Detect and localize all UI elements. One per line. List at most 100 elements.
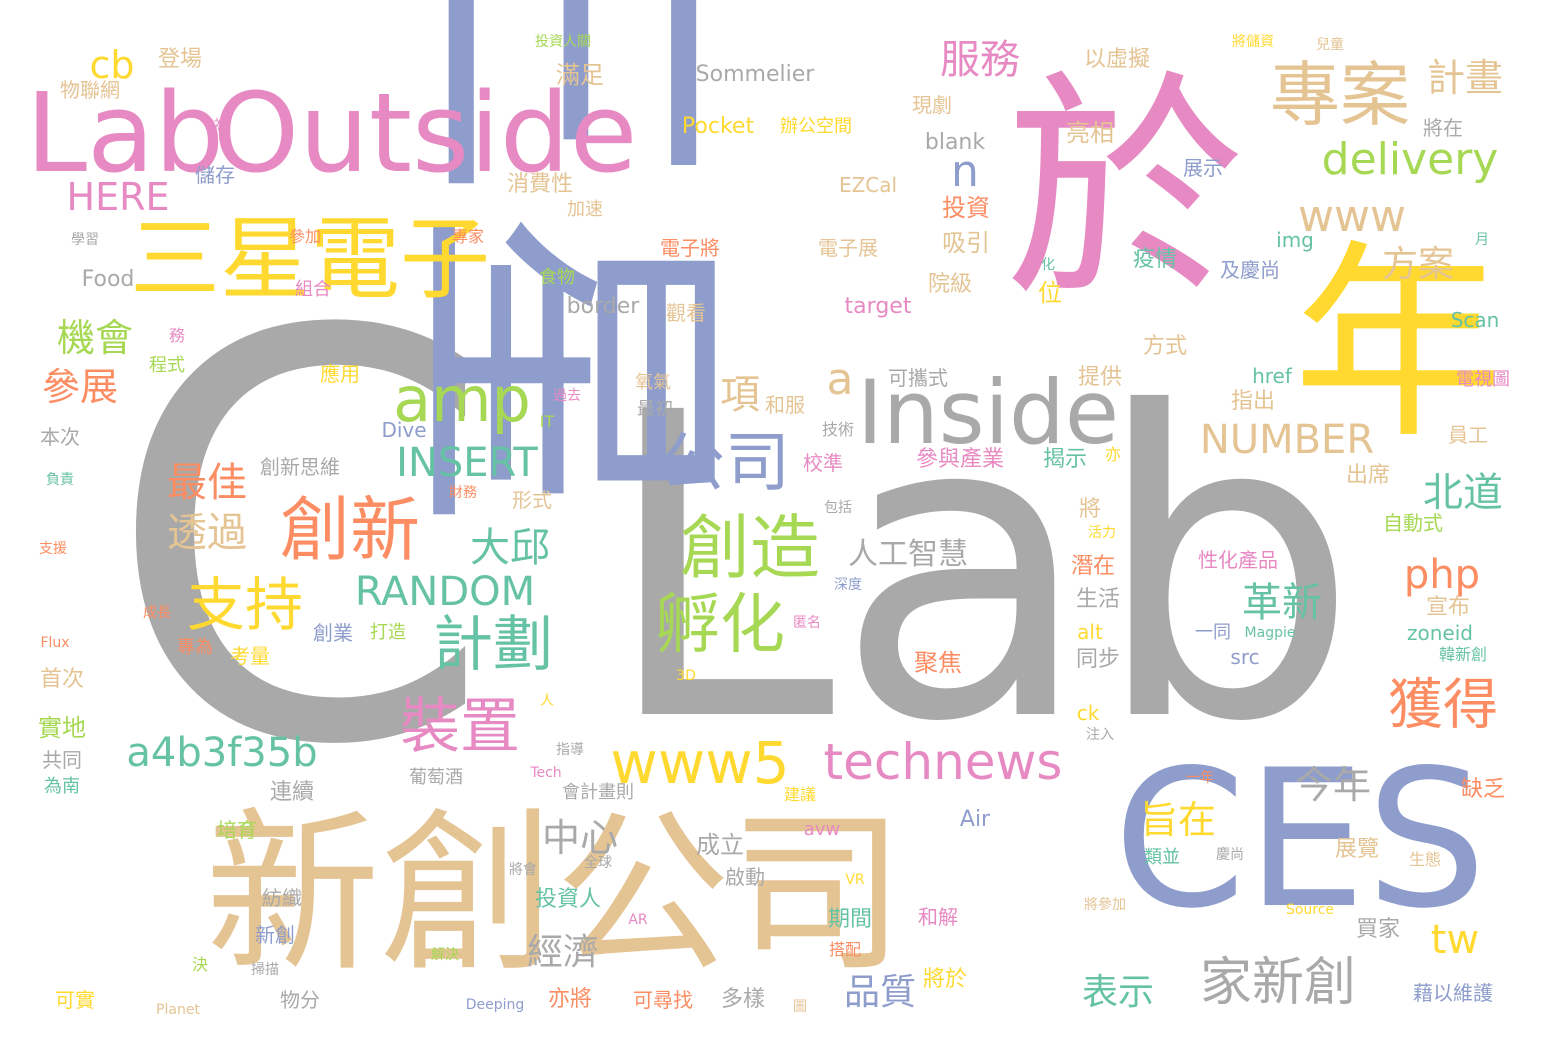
cloud-word: 形式 (512, 488, 552, 512)
cloud-word: 電子展 (818, 236, 878, 260)
cloud-word: Source (1285, 902, 1335, 918)
cloud-word: 自動式 (1383, 511, 1443, 535)
cloud-word: 將會 (509, 862, 537, 878)
cloud-word: 宣布 (1425, 595, 1471, 620)
cloud-word: tw (1430, 917, 1480, 963)
cloud-word: Lab (25, 69, 225, 197)
cloud-word: 北道 (1423, 470, 1503, 516)
cloud-word: NUMBER (1199, 417, 1375, 463)
cloud-word: 一年 (1186, 770, 1214, 786)
cloud-word: ck (1076, 701, 1100, 725)
cloud-word: 成立 (696, 831, 744, 859)
cloud-word: 期間 (827, 907, 873, 932)
cloud-word: 公司 (659, 425, 791, 501)
cloud-word: 家新創 (1199, 953, 1357, 1013)
cloud-word: Food (81, 267, 135, 292)
cloud-word: alt (1077, 620, 1103, 644)
cloud-word: 投資人 (534, 887, 602, 912)
cloud-word: 生活 (1075, 587, 1121, 612)
cloud-word: IT (539, 412, 555, 431)
cloud-word: 院級 (927, 272, 973, 297)
cloud-word: amp (393, 363, 531, 436)
cloud-word: 韓新創 (1438, 645, 1488, 664)
cloud-word: Magpie (1244, 625, 1296, 641)
cloud-word: 支持 (186, 571, 304, 639)
cloud-word: Tech (530, 765, 562, 781)
cloud-word: php (1403, 552, 1481, 598)
cloud-word: 方式 (1142, 334, 1188, 359)
cloud-word: 大邱 (470, 525, 550, 571)
cloud-word: INSERT (396, 440, 538, 486)
cloud-word: Flux (40, 635, 70, 651)
cloud-word: Planet (156, 1002, 200, 1018)
cloud-word: 為 (213, 118, 227, 134)
cloud-word: 最佳 (167, 460, 247, 506)
cloud-word: 啟動 (725, 865, 765, 889)
cloud-word: 辦公空間 (780, 116, 852, 137)
cloud-word: 潛在 (1070, 554, 1116, 579)
cloud-word: 投資 (942, 194, 990, 222)
cloud-word: 技術 (821, 420, 855, 439)
cloud-word: 月 (1475, 232, 1489, 248)
cloud-word: 物分 (280, 988, 320, 1012)
cloud-word: 食物 (539, 267, 575, 288)
cloud-word: 觀看 (666, 301, 706, 325)
cloud-word: Lab (601, 325, 1359, 814)
cloud-word: 生態 (1408, 850, 1442, 869)
cloud-word: 參加 (288, 227, 322, 246)
cloud-word: 培育 (217, 818, 257, 842)
cloud-word: 吸引 (942, 229, 990, 257)
cloud-word: 搭配 (828, 940, 862, 959)
cloud-word: 孵化 (654, 587, 786, 663)
cloud-word: 專為 (177, 637, 213, 658)
cloud-word: 項 (720, 372, 760, 418)
cloud-word: 和服 (765, 393, 805, 417)
cloud-word: 應用 (320, 362, 360, 386)
cloud-word: 一同 (1195, 622, 1231, 643)
cloud-word: Pocket (681, 114, 755, 139)
cloud-word: 紡織 (262, 886, 302, 910)
cloud-word: 計畫 (1426, 56, 1504, 100)
cloud-word: 創業 (313, 621, 353, 645)
cloud-word: 計劃 (433, 610, 553, 680)
cloud-word: 亮相 (1066, 119, 1114, 147)
cloud-word: target (844, 294, 912, 319)
cloud-word: 聚焦 (914, 649, 962, 677)
cloud-word: VR (845, 872, 865, 888)
cloud-word: 革新 (1242, 580, 1322, 626)
cloud-word: 人 (540, 693, 554, 709)
cloud-word: 活力 (1088, 525, 1116, 541)
cloud-word: Air (959, 807, 991, 832)
cloud-word: 類並 (1144, 847, 1180, 868)
cloud-word: CES (1113, 729, 1487, 950)
cloud-word: 電子將 (660, 236, 720, 260)
cloud-word: 創造 (680, 507, 820, 589)
cloud-word: 務 (168, 326, 186, 345)
cloud-word: 組合 (295, 279, 331, 300)
cloud-word: 專家 (451, 227, 485, 246)
cloud-word: 加速 (567, 199, 603, 220)
cloud-word: 化 (1041, 257, 1055, 273)
cloud-word: 出席 (1345, 463, 1391, 488)
cloud-word: 物聯網 (60, 78, 120, 102)
cloud-word: 會計畫則 (562, 782, 634, 803)
cloud-word: HERE (66, 175, 170, 219)
cloud-word: www5 (610, 729, 790, 797)
cloud-word: a4b3f35b (126, 730, 318, 776)
cloud-word: Scan (1450, 308, 1500, 332)
cloud-word: AR (628, 912, 648, 928)
cloud-word: 獲得 (1387, 672, 1499, 737)
cloud-word: 可尋找 (633, 988, 693, 1012)
cloud-word: 可實 (55, 988, 95, 1012)
cloud-word: 中心 (541, 816, 619, 860)
cloud-word: Sommelier (695, 62, 815, 87)
cloud-word: 同步 (1075, 647, 1121, 672)
cloud-word: 負責 (46, 472, 74, 488)
cloud-word: 兒童 (1316, 37, 1344, 53)
cloud-word: technews (823, 733, 1063, 791)
cloud-word: 缺乏 (1460, 777, 1506, 802)
cloud-word: zoneid (1407, 621, 1473, 645)
cloud-word: 位 (1038, 279, 1062, 307)
cloud-word: 電視圖 (1456, 369, 1510, 390)
